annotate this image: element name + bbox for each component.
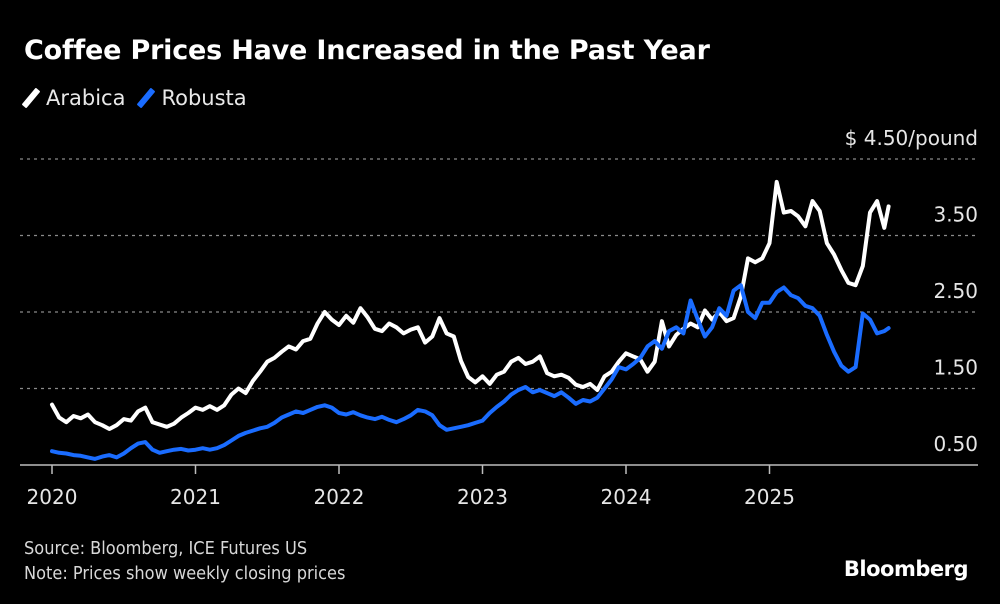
chart-title: Coffee Prices Have Increased in the Past… — [24, 35, 710, 66]
y-tick-label: 1.50 — [933, 356, 978, 380]
x-tick-label: 2025 — [744, 485, 795, 509]
footnote: Note: Prices show weekly closing prices — [24, 563, 346, 584]
y-tick-label: 0.50 — [933, 432, 978, 456]
y-tick-label: 3.50 — [933, 203, 978, 227]
legend-label-robusta: Robusta — [161, 86, 247, 110]
y-tick-label: 2.50 — [933, 279, 978, 303]
legend: Arabica Robusta — [21, 86, 261, 110]
series-line-robusta — [50, 283, 891, 461]
x-tick-label: 2023 — [457, 485, 508, 509]
bloomberg-logo: Bloomberg — [843, 557, 969, 581]
source-note: Source: Bloomberg, ICE Futures US — [24, 538, 308, 559]
x-tick-label: 2022 — [314, 485, 365, 509]
legend-item-arabica: Arabica — [21, 86, 126, 110]
x-tick-label: 2021 — [170, 485, 221, 509]
x-tick-label: 2024 — [601, 485, 652, 509]
legend-label-arabica: Arabica — [46, 86, 126, 110]
y-tick-label: $ 4.50/pound — [845, 126, 978, 150]
x-tick-label: 2020 — [27, 485, 78, 509]
series-line-arabica — [50, 179, 891, 431]
legend-item-robusta: Robusta — [137, 86, 247, 110]
